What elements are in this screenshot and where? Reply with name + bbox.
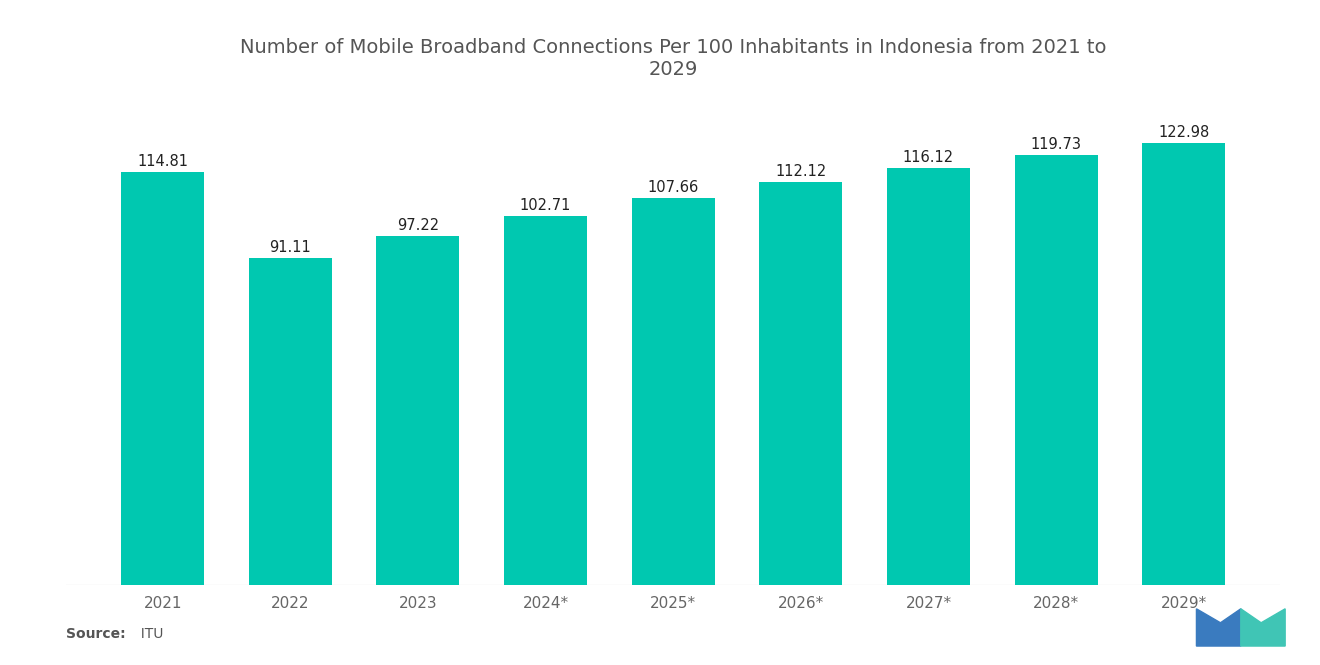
- Text: 112.12: 112.12: [775, 164, 826, 179]
- Text: ITU: ITU: [132, 627, 164, 642]
- Text: 97.22: 97.22: [397, 217, 440, 233]
- Bar: [759, 182, 842, 585]
- Bar: [249, 257, 331, 585]
- Text: 102.71: 102.71: [520, 198, 572, 213]
- Bar: [121, 172, 205, 585]
- Polygon shape: [1241, 609, 1286, 646]
- Bar: [887, 168, 970, 585]
- Text: 107.66: 107.66: [648, 180, 698, 196]
- Bar: [376, 235, 459, 585]
- Bar: [504, 216, 587, 585]
- Polygon shape: [1196, 609, 1241, 646]
- Bar: [632, 198, 714, 585]
- Bar: [1142, 143, 1225, 585]
- Bar: [1015, 155, 1097, 585]
- Text: 114.81: 114.81: [137, 154, 189, 170]
- Text: 91.11: 91.11: [269, 239, 312, 255]
- Title: Number of Mobile Broadband Connections Per 100 Inhabitants in Indonesia from 202: Number of Mobile Broadband Connections P…: [240, 38, 1106, 78]
- Text: 116.12: 116.12: [903, 150, 954, 165]
- Text: 119.73: 119.73: [1031, 137, 1081, 152]
- Text: 122.98: 122.98: [1158, 125, 1209, 140]
- Text: Source:: Source:: [66, 627, 125, 642]
